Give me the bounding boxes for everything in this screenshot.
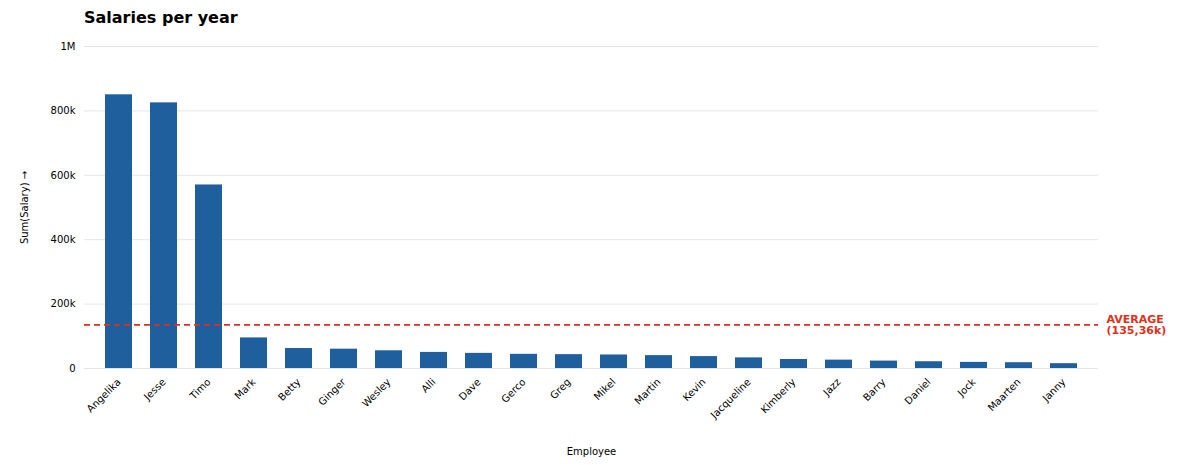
svg-text:1M: 1M: [61, 41, 76, 52]
svg-text:Employee: Employee: [567, 446, 617, 457]
svg-text:0: 0: [69, 363, 75, 374]
svg-text:Alli: Alli: [419, 376, 438, 395]
svg-text:200k: 200k: [51, 298, 76, 309]
svg-text:Jesse: Jesse: [141, 376, 168, 403]
svg-text:Mark: Mark: [232, 376, 257, 401]
svg-text:Betty: Betty: [276, 376, 303, 403]
svg-text:AVERAGE(135,36k): AVERAGE(135,36k): [1107, 313, 1167, 337]
svg-text:Janny: Janny: [1040, 376, 1068, 404]
svg-text:Jock: Jock: [955, 376, 978, 399]
svg-text:Daniel: Daniel: [902, 376, 932, 406]
svg-text:Timo: Timo: [187, 376, 213, 402]
svg-text:Jacqueline: Jacqueline: [708, 376, 753, 421]
svg-text:Martin: Martin: [632, 376, 662, 406]
svg-text:800k: 800k: [51, 105, 76, 116]
svg-text:Angelika: Angelika: [85, 376, 123, 414]
svg-text:Ginger: Ginger: [316, 376, 348, 408]
svg-text:Barry: Barry: [861, 376, 888, 403]
svg-text:Gerco: Gerco: [499, 376, 528, 405]
html-text:Salaries per year: Salaries per year: [84, 8, 238, 27]
svg-text:Greg: Greg: [548, 376, 573, 401]
svg-text:Wesley: Wesley: [360, 376, 393, 409]
svg-text:Kimberly: Kimberly: [759, 376, 798, 415]
svg-text:400k: 400k: [51, 234, 76, 245]
svg-text:Dave: Dave: [457, 376, 483, 402]
svg-text:Jazz: Jazz: [820, 376, 842, 398]
svg-text:Mikel: Mikel: [592, 376, 618, 402]
svg-text:Maarten: Maarten: [986, 376, 1023, 413]
svg-text:Kevin: Kevin: [681, 376, 708, 403]
svg-text:Sum(Salary) →: Sum(Salary) →: [19, 171, 30, 244]
svg-text:600k: 600k: [51, 170, 76, 181]
